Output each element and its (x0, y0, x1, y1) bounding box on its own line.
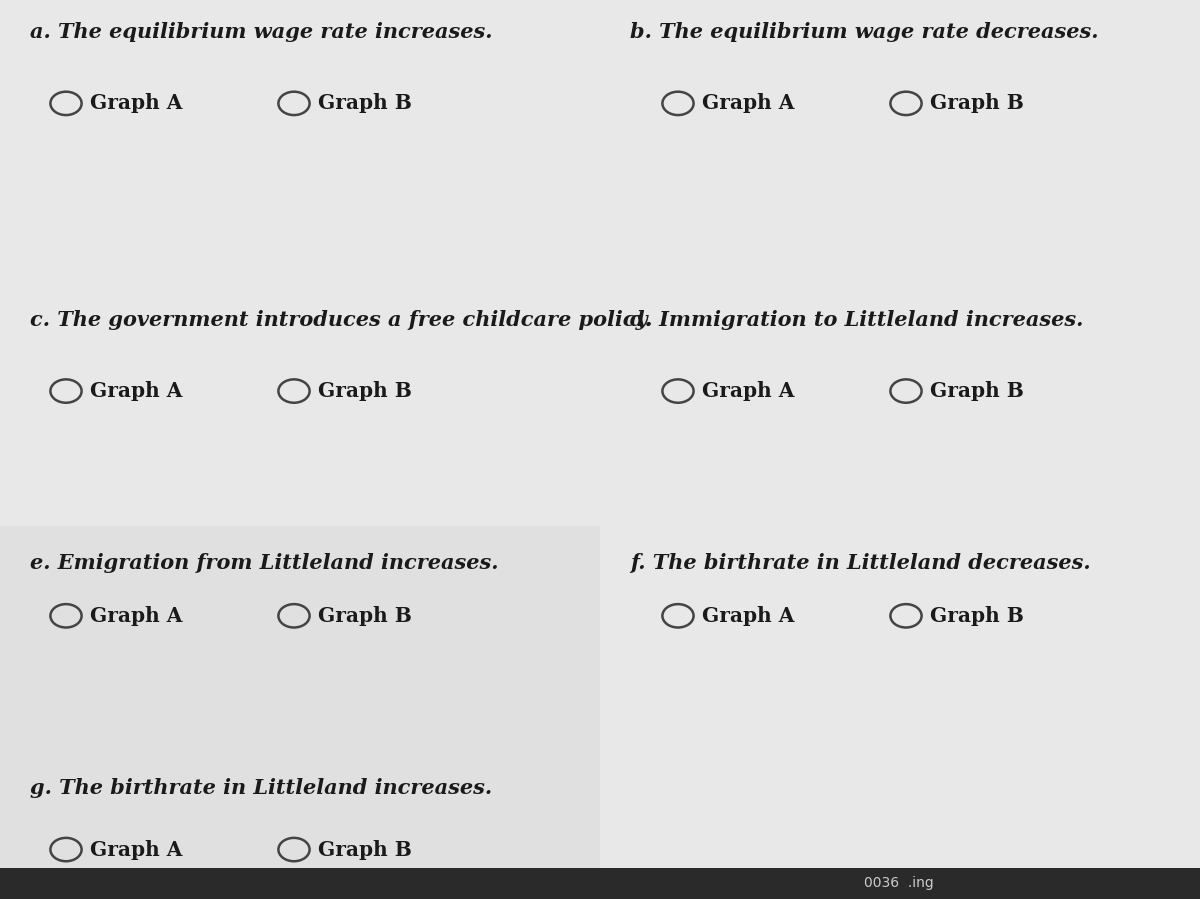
Text: Graph B: Graph B (930, 93, 1024, 113)
Text: Graph A: Graph A (90, 606, 182, 626)
Text: b. The equilibrium wage rate decreases.: b. The equilibrium wage rate decreases. (630, 22, 1098, 42)
Text: g. The birthrate in Littleland increases.: g. The birthrate in Littleland increases… (30, 778, 492, 797)
Bar (0, 868, 1200, 899)
Text: Graph B: Graph B (930, 606, 1024, 626)
Text: Graph A: Graph A (90, 381, 182, 401)
Bar (0, 526, 600, 868)
Text: Graph B: Graph B (318, 381, 412, 401)
Text: Graph B: Graph B (318, 840, 412, 859)
Text: e. Emigration from Littleland increases.: e. Emigration from Littleland increases. (30, 553, 498, 573)
Text: 0036  .ing: 0036 .ing (864, 876, 934, 890)
Text: a. The equilibrium wage rate increases.: a. The equilibrium wage rate increases. (30, 22, 492, 42)
Text: Graph A: Graph A (702, 93, 794, 113)
Text: Graph A: Graph A (90, 93, 182, 113)
Text: d. Immigration to Littleland increases.: d. Immigration to Littleland increases. (630, 310, 1084, 330)
Text: f. The birthrate in Littleland decreases.: f. The birthrate in Littleland decreases… (630, 553, 1091, 573)
Text: Graph A: Graph A (702, 606, 794, 626)
Text: Graph A: Graph A (702, 381, 794, 401)
Text: Graph A: Graph A (90, 840, 182, 859)
Text: c. The government introduces a free childcare policy.: c. The government introduces a free chil… (30, 310, 653, 330)
Text: Graph B: Graph B (930, 381, 1024, 401)
Text: Graph B: Graph B (318, 93, 412, 113)
Text: Graph B: Graph B (318, 606, 412, 626)
